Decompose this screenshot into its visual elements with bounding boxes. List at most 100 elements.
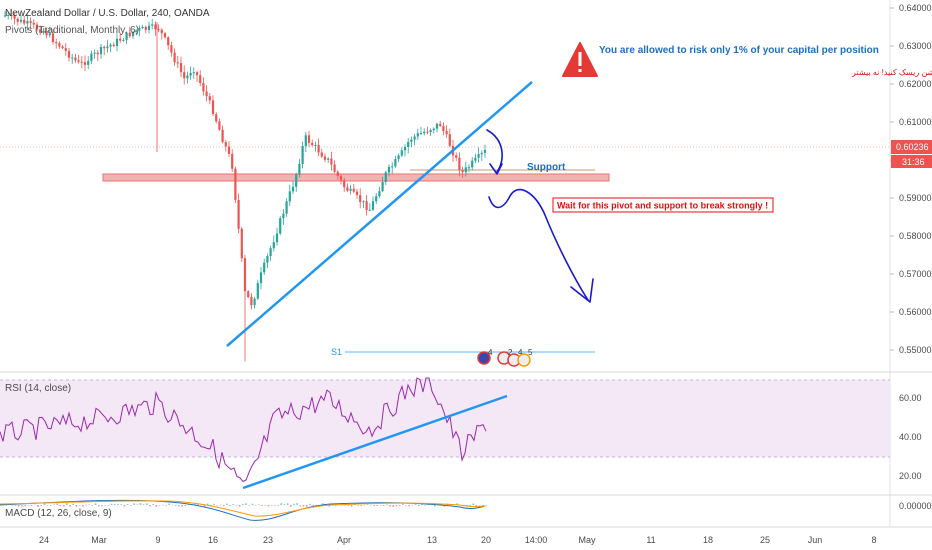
candle-body [298, 163, 301, 175]
candle-body [464, 167, 467, 173]
macd-hist-bar [232, 504, 234, 505]
candlestick-series [3, 8, 487, 362]
macd-hist-bar [194, 503, 196, 505]
macd-hist-bar [418, 505, 420, 506]
rsi-line [0, 377, 487, 483]
candle-body [256, 283, 259, 299]
candle-body [429, 130, 432, 133]
macd-hist-bar [408, 505, 410, 507]
candle-body [64, 48, 67, 51]
candle-body [410, 139, 413, 142]
candle-body [83, 62, 87, 65]
macd-hist-bar [242, 503, 244, 505]
macd-hist-bar [158, 505, 161, 506]
macd-hist-bar [258, 504, 260, 506]
macd-hist-bar [443, 505, 446, 507]
candle-body [125, 32, 128, 40]
price-axis[interactable]: 0.640000.630000.620000.610000.600000.590… [890, 3, 932, 355]
candle-body [384, 172, 387, 182]
current-price-value: 0.60236 [896, 142, 929, 152]
macd-hist-bar [187, 504, 190, 506]
macd-hist-bar [216, 505, 218, 506]
candle-body [349, 188, 352, 191]
macd-hist-bar [30, 505, 33, 506]
time-axis[interactable]: 24 Mar 9 16 23 Apr 13 20 14:00 May 11 18 25 Jun 8 [39, 535, 877, 545]
candle-body [167, 37, 170, 46]
candle-body [365, 201, 368, 210]
macd-hist-bar [485, 505, 487, 506]
macd-hist-bar [376, 505, 378, 507]
macd-hist-bar [82, 505, 84, 507]
time-tick-label: 18 [703, 535, 713, 545]
price-tick-label: 0.64000 [899, 3, 932, 13]
candle-body [96, 52, 99, 55]
macd-hist-bar [456, 503, 458, 505]
macd-hist-bar [366, 504, 369, 505]
macd-hist-bar [389, 505, 391, 507]
candle-body [432, 128, 435, 131]
candle-body [42, 30, 45, 33]
candle-body [231, 153, 234, 169]
macd-hist-bar [59, 505, 62, 507]
candle-body [448, 134, 451, 146]
macd-hist-bar [72, 503, 74, 505]
macd-hist-bar [264, 505, 266, 506]
candle-body [138, 28, 141, 31]
macd-hist-bar [283, 504, 286, 505]
macd-hist-bar [75, 505, 78, 507]
event-flag-icon-1[interactable] [477, 351, 491, 365]
price-tick-label: 0.59000 [899, 193, 932, 203]
macd-hist-bar [226, 503, 228, 505]
macd-hist-bar [40, 505, 42, 507]
candle-body [45, 30, 48, 36]
macd-label[interactable]: MACD (12, 26, close, 9) [5, 508, 112, 519]
candle-body [13, 15, 16, 19]
macd-hist-bar [37, 505, 39, 507]
macd-hist-bar [197, 504, 199, 505]
rsi-label[interactable]: RSI (14, close) [5, 383, 71, 394]
candle-body [202, 83, 205, 92]
small-down-arrow [486, 129, 503, 173]
candle-body [272, 242, 275, 249]
pivots-indicator-label[interactable]: Pivots (Traditional, Monthly, 6) [5, 25, 139, 36]
macd-hist-bar [402, 503, 404, 505]
candle-body [269, 248, 272, 257]
event-flag-icon-4[interactable] [517, 353, 531, 367]
candle-body [477, 154, 480, 158]
ascending-trendline[interactable] [226, 81, 533, 347]
price-tick-label: 0.57000 [899, 269, 932, 279]
candle-body [426, 131, 429, 133]
support-zone[interactable] [102, 173, 610, 182]
candle-body [243, 258, 247, 292]
candle-body [403, 147, 407, 151]
candle-body [339, 176, 343, 181]
macd-hist-bar [469, 505, 471, 507]
economic-event-badges[interactable]: 4 2 4 5 [477, 348, 533, 367]
candle-body [135, 30, 138, 32]
candle-body [112, 44, 115, 46]
macd-hist-bar [94, 503, 97, 505]
candle-body [144, 26, 147, 30]
candle-body [192, 72, 195, 74]
macd-hist-bar [120, 504, 122, 505]
macd-hist-bar [222, 505, 225, 507]
candle-body [413, 136, 416, 140]
macd-hist-bar [302, 505, 305, 507]
symbol-title[interactable]: NewZealand Dollar / U.S. Dollar, 240, OA… [5, 8, 210, 19]
candle-body [90, 53, 93, 62]
macd-hist-bar [206, 503, 209, 505]
candle-body [151, 24, 154, 26]
candle-body [51, 33, 55, 43]
candle-body [224, 142, 227, 147]
macd-hist-bar [69, 505, 71, 507]
rsi-trendline[interactable] [242, 394, 508, 490]
time-tick-label: 9 [155, 535, 160, 545]
candle-body [323, 156, 327, 160]
macd-hist-bar [104, 504, 106, 506]
macd-hist-bar [229, 505, 231, 506]
current-price-badge [891, 140, 932, 154]
candle-body [394, 159, 397, 167]
wait-label: Wait for this pivot and support to break… [557, 201, 768, 211]
candle-body [263, 262, 266, 273]
